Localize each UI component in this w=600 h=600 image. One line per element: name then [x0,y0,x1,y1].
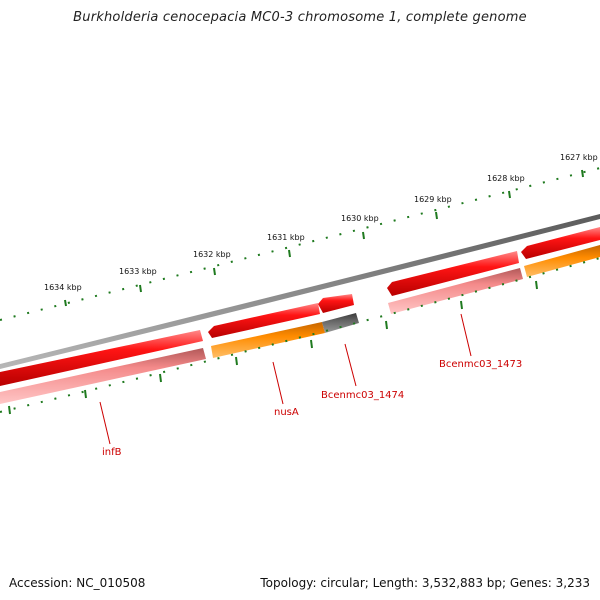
accession-text: Accession: NC_010508 [9,576,146,590]
cds-feature[interactable] [521,227,600,259]
chromosome-backbone [0,214,600,369]
outer-scale-ticks [0,167,600,321]
forward-strand-features [0,227,600,386]
bcenmc03-1473-gene-feature[interactable] [388,268,523,314]
nusA-rna-feature[interactable] [211,322,325,358]
major-tick [213,267,216,276]
major-tick [435,211,438,220]
bcenmc03-1473-cds-feature[interactable] [387,251,519,296]
nusA-cds-feature[interactable] [208,303,320,338]
major-tick [288,249,291,258]
inner-tick-dots [0,257,600,413]
major-tick [310,339,313,349]
rna-feature[interactable] [524,245,600,277]
gene-row-features [0,245,600,404]
major-tick [460,300,463,310]
nusA-label[interactable]: nusA [274,407,299,418]
bcenmc03-1474-leader-line [344,343,357,387]
scale-label: 1632 kbp [193,250,231,259]
major-tick [581,169,584,178]
bcenmc03-1474-label[interactable]: Bcenmc03_1474 [321,390,404,401]
major-tick [235,356,238,366]
outer-tick-dots [0,167,600,321]
scale-label: 1627 kbp [560,153,598,162]
bcenmc03-1473-leader-line [460,313,472,357]
infB-leader-line [99,401,111,445]
bcenmc03-1474-cds-feature[interactable] [318,294,354,313]
major-tick [385,320,388,330]
major-tick [139,284,142,293]
scale-label: 1628 kbp [487,174,525,183]
nusA-leader-line [272,361,284,405]
major-tick [362,231,365,240]
genome-summary-text: Topology: circular; Length: 3,532,883 bp… [260,576,590,590]
label-leaders [99,313,472,445]
bcenmc03-1473-label[interactable]: Bcenmc03_1473 [439,359,522,370]
infB-gene-feature[interactable] [0,348,206,404]
major-tick [535,280,538,290]
infB-label[interactable]: infB [102,447,122,458]
major-tick [159,373,162,383]
scale-label: 1631 kbp [267,233,305,242]
scale-label: 1634 kbp [44,283,82,292]
scale-label: 1629 kbp [414,195,452,204]
infB-cds-feature[interactable] [0,330,203,386]
major-tick [84,389,87,399]
major-tick [64,299,67,307]
major-tick [508,190,511,199]
scale-label: 1633 kbp [119,267,157,276]
bcenmc03-1474-other-feature[interactable] [322,313,359,333]
map-title: Burkholderia cenocepacia MC0-3 chromosom… [73,10,527,25]
scale-label: 1630 kbp [341,214,379,223]
major-tick [8,405,11,415]
inner-scale-ticks [0,257,600,415]
